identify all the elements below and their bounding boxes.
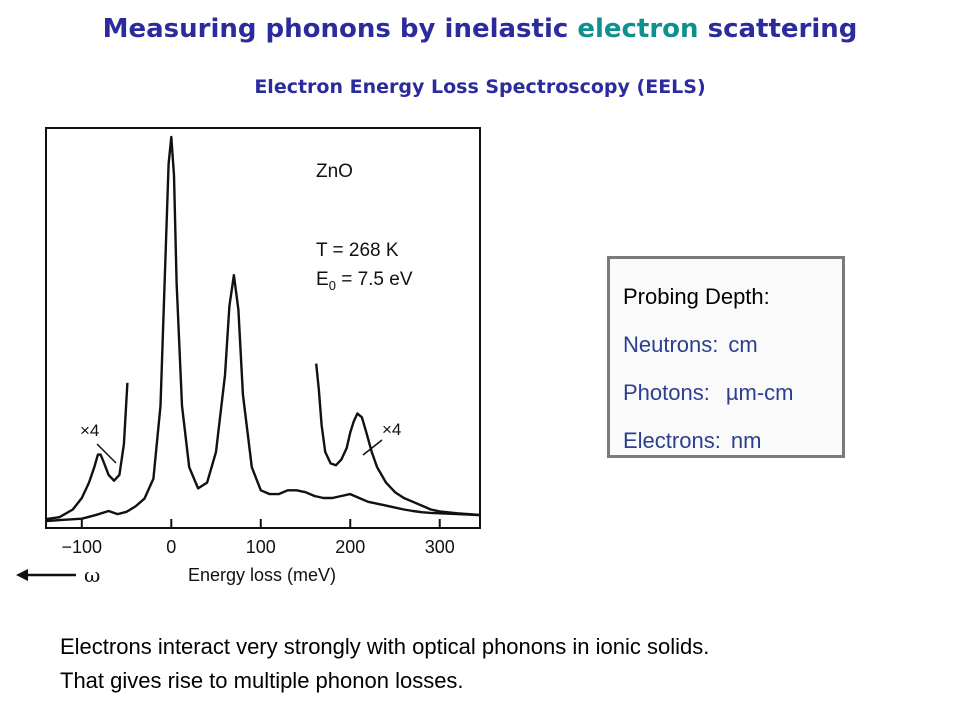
electrons-value: nm <box>730 428 762 453</box>
x-tick-label: 200 <box>335 537 365 557</box>
caption-line-2: That gives rise to multiple phonon losse… <box>60 668 464 693</box>
probing-depth-photons: Photons: µm-cm <box>623 369 842 417</box>
probing-depth-neutrons: Neutrons: cm <box>623 321 842 369</box>
arrow-head-icon <box>16 569 28 581</box>
annotation-scale-right: ×4 <box>382 420 401 439</box>
probing-depth-electrons: Electrons: nm <box>623 417 842 465</box>
plot-frame <box>45 127 481 529</box>
annotation-zno: ZnO <box>316 161 353 182</box>
slide-subtitle: Electron Energy Loss Spectroscopy (EELS) <box>254 76 706 98</box>
x-tick-label: −100 <box>62 537 103 557</box>
eels-chart: −100 0 100 200 300 Energy loss (meV) ZnO T = 26… <box>16 127 481 587</box>
title-part1: Measuring phonons by inelastic <box>102 14 578 44</box>
annotation-leader-right <box>362 439 383 456</box>
neutrons-label: Neutrons: <box>623 332 719 357</box>
title-part2: scattering <box>698 14 858 44</box>
photons-label: Photons: <box>623 380 710 405</box>
slide-title: Measuring phonons by inelastic electron … <box>0 14 960 44</box>
series-line-2 <box>315 363 481 517</box>
probing-depth-heading: Probing Depth: <box>623 284 770 309</box>
probing-depth-box: Probing Depth: Neutrons: cm Photons: µm-cm… <box>607 256 845 458</box>
caption: Electrons interact very strongly with op… <box>60 630 709 698</box>
series-line-1 <box>45 382 129 521</box>
neutrons-value: cm <box>728 332 758 357</box>
photons-value: µm-cm <box>725 380 794 405</box>
annotation-temperature: T = 268 K <box>316 240 399 261</box>
x-tick-label: 100 <box>246 537 276 557</box>
series-line-0 <box>45 135 481 523</box>
x-tick-label: 0 <box>166 537 176 557</box>
omega-label: ω <box>84 563 100 587</box>
annotation-leader-left <box>96 443 117 464</box>
electrons-label: Electrons: <box>623 428 721 453</box>
title-highlight: electron <box>577 14 699 44</box>
annotation-beam-energy: E0 = 7.5 eV <box>316 269 413 293</box>
x-axis-label: Energy loss (meV) <box>188 565 336 585</box>
x-tick-label: 300 <box>425 537 455 557</box>
caption-line-1: Electrons interact very strongly with op… <box>60 634 710 659</box>
annotation-scale-left: ×4 <box>80 421 99 440</box>
